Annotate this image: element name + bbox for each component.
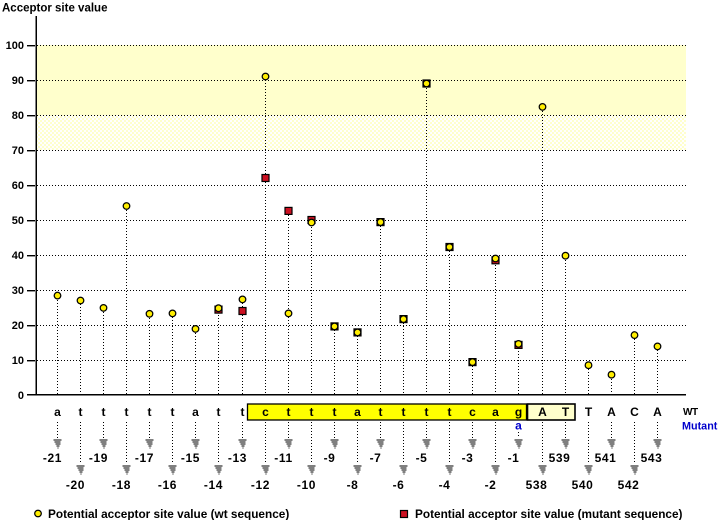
svg-text:40: 40 — [12, 250, 24, 262]
svg-text:T: T — [585, 405, 593, 419]
svg-text:-11: -11 — [274, 451, 292, 465]
svg-text:-14: -14 — [204, 478, 223, 492]
svg-text:-1: -1 — [508, 451, 520, 465]
svg-text:Potential acceptor site value: Potential acceptor site value (mutant se… — [415, 507, 683, 520]
svg-text:10: 10 — [12, 355, 24, 367]
svg-text:t: t — [102, 405, 106, 419]
svg-text:T: T — [562, 405, 570, 419]
svg-text:t: t — [402, 405, 406, 419]
svg-text:WT: WT — [683, 407, 698, 418]
svg-text:Mutant: Mutant — [682, 421, 718, 433]
svg-text:-17: -17 — [135, 451, 154, 465]
svg-text:-10: -10 — [297, 478, 316, 492]
svg-text:-2: -2 — [485, 478, 497, 492]
svg-text:-7: -7 — [370, 451, 382, 465]
svg-text:Acceptor site value: Acceptor site value — [2, 3, 107, 15]
svg-text:-16: -16 — [158, 478, 177, 492]
svg-text:540: 540 — [572, 478, 594, 492]
svg-text:-9: -9 — [324, 451, 336, 465]
svg-text:70: 70 — [12, 145, 24, 157]
svg-text:t: t — [448, 405, 452, 419]
svg-text:C: C — [630, 405, 639, 419]
svg-text:a: a — [354, 405, 361, 419]
svg-text:-20: -20 — [66, 478, 85, 492]
svg-text:t: t — [79, 405, 83, 419]
svg-text:A: A — [607, 405, 616, 419]
svg-text:-12: -12 — [251, 478, 270, 492]
svg-text:t: t — [217, 405, 221, 419]
svg-text:t: t — [333, 405, 337, 419]
svg-text:-8: -8 — [347, 478, 359, 492]
svg-text:-3: -3 — [462, 451, 474, 465]
svg-text:100: 100 — [6, 40, 24, 52]
svg-text:-4: -4 — [439, 478, 451, 492]
svg-text:-6: -6 — [393, 478, 405, 492]
svg-text:A: A — [653, 405, 662, 419]
svg-text:t: t — [287, 405, 291, 419]
svg-text:-13: -13 — [228, 451, 247, 465]
svg-text:t: t — [148, 405, 152, 419]
svg-text:543: 543 — [641, 451, 663, 465]
svg-text:a: a — [515, 419, 522, 433]
svg-text:80: 80 — [12, 110, 24, 122]
svg-text:-15: -15 — [181, 451, 200, 465]
svg-text:t: t — [125, 405, 129, 419]
svg-text:t: t — [241, 405, 245, 419]
svg-text:a: a — [192, 405, 199, 419]
svg-text:538: 538 — [526, 478, 548, 492]
svg-text:-19: -19 — [89, 451, 108, 465]
svg-text:90: 90 — [12, 75, 24, 87]
svg-text:a: a — [54, 405, 61, 419]
svg-text:Potential acceptor site value: Potential acceptor site value (wt sequen… — [48, 507, 289, 520]
svg-text:t: t — [310, 405, 314, 419]
svg-text:60: 60 — [12, 180, 24, 192]
svg-text:t: t — [379, 405, 383, 419]
svg-text:a: a — [492, 405, 499, 419]
svg-text:t: t — [171, 405, 175, 419]
svg-text:c: c — [262, 405, 269, 419]
svg-text:c: c — [469, 405, 476, 419]
svg-text:541: 541 — [595, 451, 617, 465]
svg-text:0: 0 — [18, 390, 24, 402]
svg-text:-21: -21 — [43, 451, 62, 465]
svg-text:20: 20 — [12, 320, 24, 332]
svg-text:30: 30 — [12, 285, 24, 297]
svg-text:-18: -18 — [112, 478, 131, 492]
svg-text:-5: -5 — [416, 451, 428, 465]
svg-text:g: g — [515, 405, 522, 419]
svg-text:A: A — [538, 405, 547, 419]
svg-text:539: 539 — [549, 451, 571, 465]
svg-text:50: 50 — [12, 215, 24, 227]
svg-text:t: t — [425, 405, 429, 419]
svg-text:542: 542 — [618, 478, 640, 492]
